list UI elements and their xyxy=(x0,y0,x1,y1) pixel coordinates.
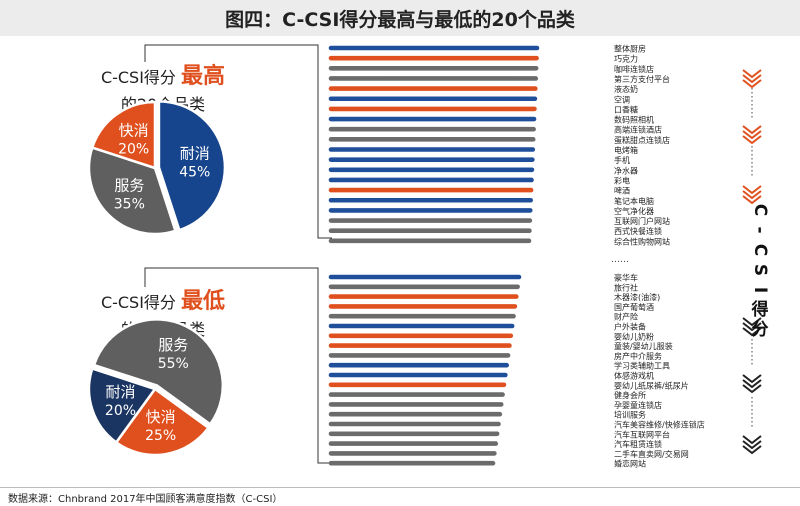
caption-accent-top: 最高 xyxy=(181,64,226,89)
chevron-up-2-0 xyxy=(742,185,762,195)
chart-title: 图四：C-CSI得分最高与最低的20个品类 xyxy=(225,9,575,31)
bar-label-top20-19: 综合性购物网站 xyxy=(614,236,670,246)
bar-label-bottom20-14: 培训服务 xyxy=(614,410,646,420)
pie-0-label-2: 快消 xyxy=(119,122,149,140)
chevron-down-1-0 xyxy=(742,374,762,384)
bar-label-top20-10: 电烤箱 xyxy=(614,145,638,155)
bar-label-top20-11: 手机 xyxy=(614,155,630,165)
bar-label-top20-0: 整体厨房 xyxy=(614,44,646,54)
bar-label-bottom20-12: 健身会所 xyxy=(614,390,646,400)
bar-label-bottom20-10: 体感游戏机 xyxy=(614,371,654,381)
pie-0-slice-0 xyxy=(157,100,227,232)
pie-1-slice-2 xyxy=(87,367,158,445)
pie-1-pct-2: 20% xyxy=(105,403,136,419)
chevron-down-0-2 xyxy=(742,327,762,337)
bar-label-bottom20-17: 汽车租赁连锁 xyxy=(614,439,662,449)
pie-0-slice-1 xyxy=(87,146,177,236)
chevron-down-1-1 xyxy=(742,379,762,389)
bar-label-bottom20-11: 婴幼儿纸尿裤/纸尿片 xyxy=(614,380,689,390)
bar-label-bottom20-19: 婚恋网站 xyxy=(614,459,646,469)
chevron-up-0-1 xyxy=(742,74,762,84)
chevron-down-2-0 xyxy=(742,435,762,445)
bar-label-bottom20-9: 学习类辅助工具 xyxy=(614,361,670,371)
pie-1-label-2: 耐消 xyxy=(105,383,135,401)
source-note: 数据来源：Chnbrand 2017年中国顾客满意度指数（C-CSI） xyxy=(8,494,283,505)
bracket-bottom xyxy=(144,267,332,464)
chevron-up-1-0 xyxy=(742,125,762,135)
bracket-top xyxy=(144,44,332,239)
bar-label-top20-4: 液态奶 xyxy=(614,84,638,94)
bar-label-top20-16: 空气净化器 xyxy=(614,206,654,216)
bar-label-bottom20-8: 房产中介服务 xyxy=(614,351,662,361)
bar-label-bottom20-4: 财产险 xyxy=(614,312,638,322)
pie-1-slice-0 xyxy=(92,318,225,426)
pie-0-pct-1: 35% xyxy=(114,197,145,213)
list-ellipsis: …… xyxy=(611,255,629,265)
bar-label-top20-8: 高端连锁酒店 xyxy=(614,125,662,135)
pie-1-pct-0: 55% xyxy=(158,356,189,372)
bar-label-bottom20-2: 木器漆(油漆) xyxy=(614,292,660,302)
chevron-down-2-1 xyxy=(742,440,762,450)
pie-1-label-0: 服务 xyxy=(158,336,188,354)
chevron-up-2-1 xyxy=(742,190,762,200)
caption-accent-bottom: 最低 xyxy=(181,289,226,314)
bar-label-top20-9: 蛋糕甜点连锁店 xyxy=(614,135,670,145)
title-band xyxy=(0,0,800,36)
chevron-down-0-0 xyxy=(742,317,762,327)
side-label-char: I xyxy=(750,286,770,294)
pie-0-pct-0: 45% xyxy=(179,165,210,181)
bar-label-bottom20-1: 旅行社 xyxy=(614,282,638,292)
chevron-up-1-2 xyxy=(742,135,762,145)
bar-label-bottom20-15: 汽车美容维修/快修连锁店 xyxy=(614,420,705,430)
chevron-up-0-0 xyxy=(742,69,762,79)
bar-label-bottom20-18: 二手车直卖网/交易网 xyxy=(614,449,689,459)
pie-0-pct-2: 20% xyxy=(118,142,149,158)
bar-label-top20-5: 空调 xyxy=(614,94,630,104)
bar-label-bottom20-16: 汽车互联网平台 xyxy=(614,429,670,439)
bar-label-top20-1: 巧克力 xyxy=(614,54,638,64)
bar-label-top20-12: 净水器 xyxy=(614,165,638,175)
bar-label-top20-17: 互联网门户网站 xyxy=(614,216,670,226)
pie-0-slice-2 xyxy=(90,100,157,170)
bar-label-bottom20-13: 孕婴童连锁店 xyxy=(614,400,662,410)
side-label-char: 分 xyxy=(751,320,769,340)
bar-label-bottom20-5: 户外装备 xyxy=(614,322,646,332)
chevron-up-2-2 xyxy=(742,195,762,205)
bar-label-top20-15: 笔记本电脑 xyxy=(614,196,654,206)
caption-prefix-bottom: C-CSI得分 xyxy=(100,293,176,312)
chevron-up-0-2 xyxy=(742,79,762,89)
bar-label-top20-7: 数码照相机 xyxy=(614,115,654,125)
footer-divider xyxy=(0,487,800,488)
bar-label-top20-6: 口香糖 xyxy=(614,104,638,114)
pie-1-pct-1: 25% xyxy=(145,428,176,444)
pie-0-label-1: 服务 xyxy=(114,177,144,195)
caption-prefix-top: C-CSI得分 xyxy=(100,68,176,87)
bar-label-top20-13: 彩电 xyxy=(614,175,630,185)
bar-label-bottom20-6: 婴幼儿奶粉 xyxy=(614,331,654,341)
bar-label-top20-18: 西式快餐连锁 xyxy=(614,226,662,236)
bar-label-top20-14: 啤酒 xyxy=(614,186,630,196)
bar-label-bottom20-0: 豪华车 xyxy=(614,273,638,283)
chevron-down-2-2 xyxy=(742,445,762,455)
pie-1-slice-1 xyxy=(114,387,211,457)
pie-0-label-0: 耐消 xyxy=(180,145,210,163)
chevron-down-1-2 xyxy=(742,384,762,394)
bar-label-top20-3: 第三方支付平台 xyxy=(614,74,670,84)
side-label-char: 得 xyxy=(751,300,769,320)
bar-label-bottom20-3: 国产葡萄酒 xyxy=(614,302,654,312)
chevron-up-1-1 xyxy=(742,130,762,140)
bar-label-bottom20-7: 童装/婴幼儿服装 xyxy=(614,341,673,351)
bar-label-top20-2: 咖啡连锁店 xyxy=(614,64,654,74)
chevron-down-0-1 xyxy=(742,322,762,332)
pie-1-label-1: 快消 xyxy=(146,408,176,426)
